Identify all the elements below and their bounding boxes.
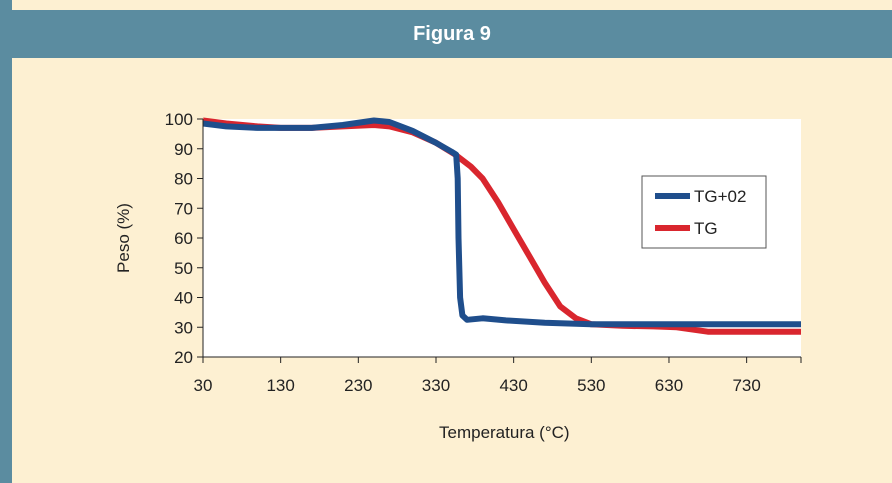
x-tick-label: 430	[499, 376, 527, 395]
x-tick-label: 230	[344, 376, 372, 395]
legend-box	[641, 175, 767, 249]
series-line-tg-o2	[202, 117, 801, 328]
x-tick-label: 530	[577, 376, 605, 395]
x-tick-label: 30	[194, 376, 213, 395]
y-tick-label: 60	[174, 229, 193, 248]
figure-left-border	[0, 0, 12, 483]
y-tick-label: 30	[174, 318, 193, 337]
x-ticks: 30 130 230 330 430 530 630 730	[194, 357, 802, 395]
x-tick-label: 330	[422, 376, 450, 395]
y-tick-label: 70	[174, 199, 193, 218]
y-tick-label: 80	[174, 170, 193, 189]
y-axis-title: Peso (%)	[114, 203, 133, 273]
figure-title-bar: Figura 9	[12, 10, 892, 58]
y-tick-label: 100	[165, 110, 193, 129]
x-axis-title: Temperatura (°C)	[439, 423, 570, 442]
legend: TG+02 TG	[641, 175, 767, 249]
y-tick-label: 90	[174, 140, 193, 159]
y-ticks: 20 30 40 50 60 70 80 90 100	[165, 110, 203, 367]
figure-title: Figura 9	[413, 22, 491, 45]
legend-label-tg: TG	[694, 219, 718, 238]
x-tick-label: 630	[655, 376, 683, 395]
legend-label-tg-o2: TG+02	[694, 187, 746, 206]
series-layer	[202, 117, 801, 335]
x-tick-label: 730	[732, 376, 760, 395]
y-tick-label: 50	[174, 259, 193, 278]
y-tick-label: 40	[174, 289, 193, 308]
x-tick-label: 130	[266, 376, 294, 395]
y-tick-label: 20	[174, 348, 193, 367]
